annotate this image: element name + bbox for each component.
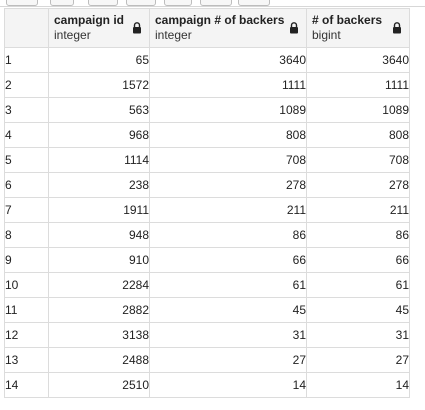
row-number-cell[interactable]: 8 <box>4 222 49 248</box>
column-type: integer <box>155 28 192 42</box>
cell-campaign-id[interactable]: 2488 <box>48 347 150 373</box>
table-row[interactable]: 8 948 86 86 <box>4 222 410 248</box>
row-number-cell[interactable]: 10 <box>4 272 49 298</box>
cell-campaign-id[interactable]: 1114 <box>48 147 150 173</box>
row-number-cell[interactable]: 7 <box>4 197 49 223</box>
cell-campaign-backers[interactable]: 31 <box>149 322 307 348</box>
result-grid: campaign id integer campaign # of backer… <box>4 8 410 398</box>
column-name: campaign id <box>54 13 125 27</box>
grid-body: 1 65 3640 3640 2 1572 1111 1111 3 563 1089 1089 4 968… <box>4 47 410 398</box>
table-row[interactable]: 5 1114 708 708 <box>4 147 410 173</box>
column-header-backers[interactable]: # of backers bigint <box>306 8 410 48</box>
cell-campaign-backers[interactable]: 86 <box>149 222 307 248</box>
cell-campaign-backers[interactable]: 3640 <box>149 47 307 73</box>
cell-campaign-id[interactable]: 1572 <box>48 72 150 98</box>
column-header-campaign-backers[interactable]: campaign # of backers integer <box>149 8 307 48</box>
cell-backers[interactable]: 278 <box>306 172 410 198</box>
toolbar-button[interactable] <box>6 0 38 6</box>
row-number-cell[interactable]: 11 <box>4 297 49 323</box>
header-row: campaign id integer campaign # of backer… <box>4 8 410 48</box>
cell-campaign-backers[interactable]: 808 <box>149 122 307 148</box>
table-row[interactable]: 10 2284 61 61 <box>4 272 410 298</box>
column-name: campaign # of backers <box>155 13 285 27</box>
table-row[interactable]: 7 1911 211 211 <box>4 197 410 223</box>
cell-campaign-backers[interactable]: 211 <box>149 197 307 223</box>
table-row[interactable]: 13 2488 27 27 <box>4 347 410 373</box>
cell-backers[interactable]: 14 <box>306 372 410 398</box>
lock-icon <box>393 22 401 34</box>
cell-campaign-id[interactable]: 563 <box>48 97 150 123</box>
column-type: integer <box>54 28 91 42</box>
row-number-cell[interactable]: 12 <box>4 322 49 348</box>
cell-campaign-id[interactable]: 65 <box>48 47 150 73</box>
row-number-cell[interactable]: 4 <box>4 122 49 148</box>
cell-campaign-id[interactable]: 2510 <box>48 372 150 398</box>
row-number-cell[interactable]: 1 <box>4 47 49 73</box>
toolbar-button[interactable] <box>200 0 232 6</box>
cell-campaign-id[interactable]: 910 <box>48 247 150 273</box>
cell-campaign-backers[interactable]: 45 <box>149 297 307 323</box>
corner-cell[interactable] <box>4 8 49 48</box>
table-row[interactable]: 4 968 808 808 <box>4 122 410 148</box>
cell-backers[interactable]: 86 <box>306 222 410 248</box>
row-number-cell[interactable]: 6 <box>4 172 49 198</box>
cell-backers[interactable]: 61 <box>306 272 410 298</box>
cell-backers[interactable]: 808 <box>306 122 410 148</box>
toolbar-button[interactable] <box>164 0 192 6</box>
cell-campaign-id[interactable]: 238 <box>48 172 150 198</box>
column-header-campaign-id[interactable]: campaign id integer <box>48 8 150 48</box>
table-row[interactable]: 6 238 278 278 <box>4 172 410 198</box>
table-row[interactable]: 11 2882 45 45 <box>4 297 410 323</box>
row-number-cell[interactable]: 14 <box>4 372 49 398</box>
cell-campaign-id[interactable]: 968 <box>48 122 150 148</box>
cell-campaign-backers[interactable]: 1089 <box>149 97 307 123</box>
row-number-cell[interactable]: 2 <box>4 72 49 98</box>
cell-campaign-id[interactable]: 1911 <box>48 197 150 223</box>
lock-icon <box>133 22 141 34</box>
table-row[interactable]: 14 2510 14 14 <box>4 372 410 398</box>
row-number-cell[interactable]: 9 <box>4 247 49 273</box>
table-row[interactable]: 3 563 1089 1089 <box>4 97 410 123</box>
cell-backers[interactable]: 1089 <box>306 97 410 123</box>
toolbar-button[interactable] <box>88 0 118 6</box>
cell-backers[interactable]: 708 <box>306 147 410 173</box>
cell-campaign-backers[interactable]: 27 <box>149 347 307 373</box>
table-row[interactable]: 1 65 3640 3640 <box>4 47 410 73</box>
column-name: # of backers <box>312 13 383 27</box>
cell-campaign-id[interactable]: 2882 <box>48 297 150 323</box>
cell-campaign-backers[interactable]: 66 <box>149 247 307 273</box>
toolbar-button[interactable] <box>238 0 270 6</box>
cell-backers[interactable]: 66 <box>306 247 410 273</box>
toolbar <box>0 0 425 7</box>
cell-campaign-backers[interactable]: 14 <box>149 372 307 398</box>
cell-campaign-backers[interactable]: 61 <box>149 272 307 298</box>
row-number-cell[interactable]: 3 <box>4 97 49 123</box>
table-row[interactable]: 9 910 66 66 <box>4 247 410 273</box>
toolbar-button[interactable] <box>126 0 156 6</box>
cell-backers[interactable]: 27 <box>306 347 410 373</box>
cell-campaign-id[interactable]: 3138 <box>48 322 150 348</box>
column-type: bigint <box>312 28 341 42</box>
cell-campaign-id[interactable]: 948 <box>48 222 150 248</box>
cell-backers[interactable]: 1111 <box>306 72 410 98</box>
cell-backers[interactable]: 211 <box>306 197 410 223</box>
cell-campaign-id[interactable]: 2284 <box>48 272 150 298</box>
table-row[interactable]: 2 1572 1111 1111 <box>4 72 410 98</box>
cell-campaign-backers[interactable]: 708 <box>149 147 307 173</box>
cell-campaign-backers[interactable]: 1111 <box>149 72 307 98</box>
cell-backers[interactable]: 3640 <box>306 47 410 73</box>
toolbar-button[interactable] <box>50 0 74 6</box>
cell-backers[interactable]: 31 <box>306 322 410 348</box>
table-row[interactable]: 12 3138 31 31 <box>4 322 410 348</box>
row-number-cell[interactable]: 5 <box>4 147 49 173</box>
lock-icon <box>290 22 298 34</box>
row-number-cell[interactable]: 13 <box>4 347 49 373</box>
cell-backers[interactable]: 45 <box>306 297 410 323</box>
cell-campaign-backers[interactable]: 278 <box>149 172 307 198</box>
